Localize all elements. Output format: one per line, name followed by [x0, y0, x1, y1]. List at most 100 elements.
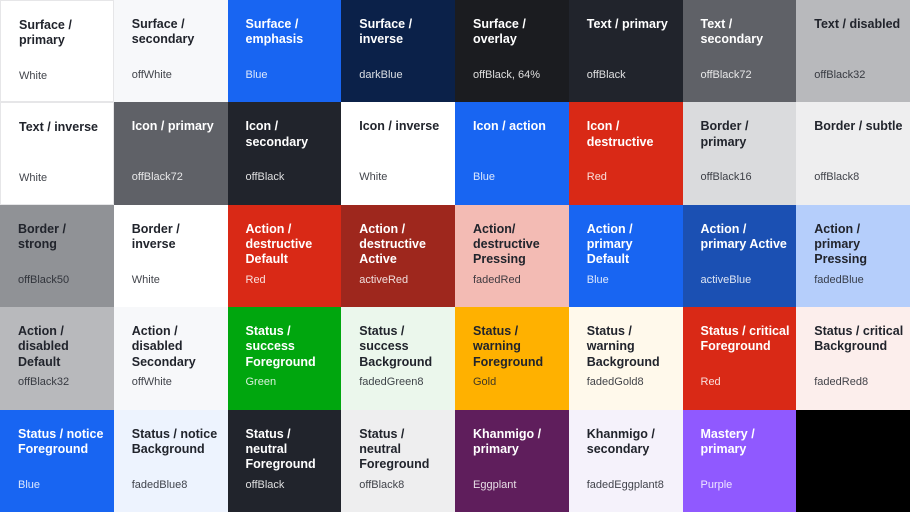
swatch-token-name: Text / inverse [19, 120, 98, 135]
swatch-color-name: fadedGreen8 [359, 376, 424, 389]
swatch-token-name: Khanmigo / primary [473, 426, 542, 456]
color-swatch: Text / disabled offBlack32 [796, 0, 910, 103]
swatch-color-name: Red [586, 171, 607, 184]
swatch-token-name: Action/ destructive Pressing [473, 221, 540, 267]
swatch-token-name: Status / warning Foreground [473, 324, 544, 369]
swatch-token-name: Text / primary [586, 17, 668, 31]
color-swatch: Border / inverse White [113, 204, 228, 308]
color-swatch: Action / primary Pressing fadedBlue [796, 204, 910, 308]
color-swatch: Status / notice Foreground Blue [0, 409, 114, 512]
swatch-color-name: activeBlue [700, 273, 752, 286]
swatch-token-name: Action / disabled Default [18, 324, 69, 369]
swatch-token-name: Action / destructive Active [359, 221, 426, 267]
color-swatch: Khanmigo / primary Eggplant [455, 409, 569, 512]
color-swatch: Status / critical Foreground Red [682, 307, 797, 410]
swatch-color-name: White [19, 70, 48, 82]
swatch-token-name: Surface / emphasis [245, 17, 304, 47]
color-swatch: Icon / secondary offBlack [227, 102, 342, 205]
color-swatch: Text / inverse White [0, 102, 114, 205]
swatch-color-name: offWhite [131, 376, 172, 389]
swatch-color-name: offBlack8 [814, 171, 860, 184]
swatch-color-name: Purple [700, 478, 733, 491]
color-swatch: Border / subtle offBlack8 [796, 102, 910, 205]
swatch-token-name: Status / success Foreground [245, 324, 316, 369]
color-swatch: Text / secondary offBlack72 [682, 0, 797, 103]
color-swatch: Surface / primary White [0, 0, 114, 103]
color-swatch: Status / success Foreground Green [227, 307, 342, 410]
color-swatch: Action / primary Default Blue [568, 204, 683, 308]
swatch-color-name: Eggplant [473, 478, 517, 491]
swatch-token-name: Status / neutral Foreground [245, 426, 316, 472]
color-swatch: Icon / action Blue [455, 102, 569, 205]
color-swatch: Status / neutral Foreground offBlack [227, 409, 342, 512]
swatch-token-name: Action / primary Pressing [814, 221, 868, 267]
swatch-color-name: offBlack [586, 69, 626, 81]
swatch-token-name: Icon / action [473, 119, 546, 134]
swatch-color-name: offBlack8 [359, 478, 405, 491]
swatch-color-name: offBlack16 [700, 171, 752, 184]
swatch-color-name: fadedRed8 [814, 376, 869, 389]
swatch-color-name: offBlack, 64% [473, 69, 541, 81]
swatch-color-name: activeRed [359, 273, 409, 286]
swatch-token-name: Status / notice Foreground [18, 426, 104, 456]
color-swatch: Status / warning Foreground Gold [455, 307, 569, 410]
swatch-color-name: Red [245, 273, 266, 286]
color-swatch: Icon / destructive Red [568, 102, 683, 205]
swatch-token-name: Status / success Background [359, 324, 433, 369]
swatch-color-name: Gold [473, 376, 497, 389]
swatch-color-name: Blue [473, 171, 496, 184]
color-swatch: Khanmigo / secondary fadedEggplant8 [568, 409, 683, 512]
swatch-color-name: offBlack72 [131, 171, 183, 184]
swatch-color-name: fadedGold8 [586, 376, 644, 389]
color-swatch: Icon / inverse White [341, 102, 455, 205]
color-swatch: Action / destructive Active activeRed [341, 204, 455, 308]
color-swatch: Surface / emphasis Blue [227, 0, 342, 103]
swatch-token-name: Status / critical Foreground [700, 324, 790, 354]
swatch-token-name: Mastery / primary [700, 426, 755, 456]
color-swatch: Surface / secondary offWhite [113, 0, 228, 103]
swatch-color-name: Red [700, 376, 721, 389]
color-swatch: Icon / primary offBlack72 [113, 102, 228, 205]
color-swatch: Status / neutral Foreground offBlack8 [341, 409, 455, 512]
swatch-token-name: Border / primary [700, 119, 749, 149]
color-swatch: Surface / inverse darkBlue [341, 0, 455, 103]
swatch-token-name: Border / inverse [131, 221, 180, 252]
swatch-token-name: Surface / overlay [473, 17, 526, 47]
color-swatch: Status / success Background fadedGreen8 [341, 307, 455, 410]
color-swatch: Action/ destructive Pressing fadedRed [455, 204, 569, 308]
swatch-token-name: Status / critical Background [814, 324, 904, 354]
color-swatch: Surface / overlay offBlack, 64% [455, 0, 569, 103]
swatch-token-name: Text / disabled [814, 17, 901, 31]
swatch-color-name: fadedRed [473, 273, 521, 286]
swatch-token-name: Surface / inverse [359, 17, 413, 47]
swatch-token-name: Status / notice Background [131, 426, 218, 456]
color-swatch: Status / warning Background fadedGold8 [568, 307, 683, 410]
color-swatch: Border / primary offBlack16 [682, 102, 797, 205]
color-swatch: Mastery / primary Purple [682, 409, 797, 512]
color-swatch: Status / critical Background fadedRed8 [796, 307, 910, 410]
swatch-color-name: White [131, 273, 160, 286]
swatch-color-name: White [19, 172, 48, 185]
swatch-token-name: Icon / secondary [245, 119, 309, 149]
color-swatch: Action / primary Active activeBlue [682, 204, 797, 308]
swatch-token-name: Icon / inverse [359, 119, 440, 134]
swatch-color-name: White [359, 171, 388, 184]
swatch-token-name: Icon / primary [131, 119, 214, 134]
swatch-token-name: Surface / primary [19, 18, 72, 48]
swatch-token-name: Action / disabled Secondary [131, 324, 196, 369]
swatch-color-name: offBlack [245, 171, 285, 184]
swatch-token-name: Border / subtle [814, 119, 903, 134]
swatch-token-name: Action / destructive Default [245, 221, 313, 267]
swatch-token-name: Text / secondary [700, 17, 764, 47]
swatch-token-name: Action / primary Default [586, 221, 633, 267]
swatch-token-name: Action / primary Active [700, 221, 787, 252]
color-swatch: Text / primary offBlack [568, 0, 683, 103]
swatch-token-name: Icon / destructive [586, 119, 654, 149]
swatch-color-name: Blue [586, 273, 609, 286]
swatch-token-name: Border / strong [18, 221, 66, 252]
color-swatch: Action / disabled Default offBlack32 [0, 307, 114, 410]
color-swatch: Action / destructive Default Red [227, 204, 342, 308]
swatch-color-name: darkBlue [359, 69, 403, 81]
swatch-token-name: Status / neutral Foreground [359, 426, 430, 472]
